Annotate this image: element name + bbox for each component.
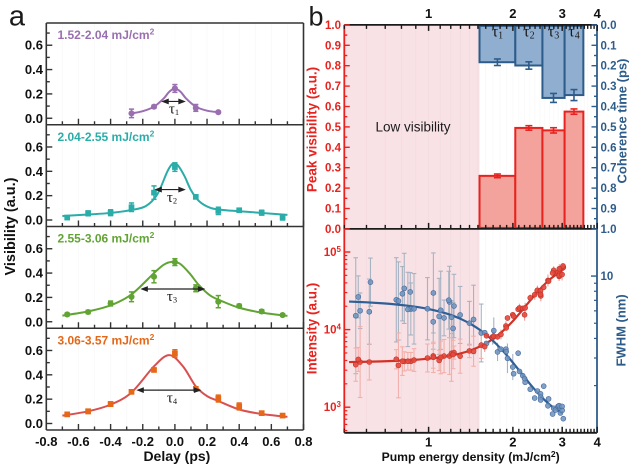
- svg-text:Low visibility: Low visibility: [375, 120, 450, 135]
- svg-text:0.4: 0.4: [25, 164, 44, 179]
- svg-text:3: 3: [559, 435, 566, 450]
- svg-text:0.7: 0.7: [325, 81, 341, 93]
- svg-text:2.04-2.55 mJ/cm2: 2.04-2.55 mJ/cm2: [58, 128, 155, 144]
- svg-text:0.1: 0.1: [601, 40, 618, 52]
- svg-text:-0.6: -0.6: [67, 434, 89, 449]
- svg-text:0.2: 0.2: [198, 434, 216, 449]
- svg-text:τ1: τ1: [492, 24, 503, 42]
- svg-text:a: a: [9, 1, 26, 33]
- svg-text:4: 4: [594, 6, 602, 21]
- svg-text:τ2: τ2: [523, 24, 534, 42]
- svg-text:1: 1: [425, 6, 432, 21]
- svg-text:0.4: 0.4: [25, 62, 44, 77]
- svg-text:Visibility (a.u.): Visibility (a.u.): [3, 177, 19, 275]
- svg-text:τ4: τ4: [167, 391, 178, 407]
- svg-text:3: 3: [559, 6, 566, 21]
- svg-text:0.7: 0.7: [601, 163, 617, 175]
- svg-text:Pump energy density (mJ/cm2): Pump energy density (mJ/cm2): [382, 449, 560, 464]
- svg-text:0.2: 0.2: [25, 188, 43, 203]
- svg-text:10: 10: [601, 271, 614, 283]
- svg-text:0.5: 0.5: [325, 122, 342, 134]
- svg-text:τ4: τ4: [568, 24, 579, 42]
- svg-text:2: 2: [509, 6, 516, 21]
- svg-text:-0.4: -0.4: [99, 434, 122, 449]
- svg-text:1.0: 1.0: [601, 224, 617, 236]
- svg-text:0.6: 0.6: [25, 343, 43, 358]
- svg-text:Intensity (a.u.): Intensity (a.u.): [305, 283, 320, 375]
- svg-text:0.0: 0.0: [601, 20, 617, 32]
- svg-text:Coherence time (ps): Coherence time (ps): [615, 59, 630, 184]
- svg-text:0.6: 0.6: [325, 102, 341, 114]
- svg-text:0.8: 0.8: [601, 183, 618, 195]
- svg-text:0.4: 0.4: [25, 367, 44, 382]
- svg-text:0.4: 0.4: [601, 102, 618, 114]
- svg-text:2.55-3.06 mJ/cm2: 2.55-3.06 mJ/cm2: [58, 230, 155, 246]
- svg-text:0.0: 0.0: [166, 434, 184, 449]
- svg-text:4: 4: [594, 435, 602, 450]
- svg-text:-0.2: -0.2: [132, 434, 154, 449]
- svg-text:0.8: 0.8: [294, 434, 312, 449]
- svg-text:0.0: 0.0: [25, 213, 43, 228]
- svg-text:0.6: 0.6: [601, 142, 617, 154]
- svg-text:0.6: 0.6: [262, 434, 280, 449]
- svg-text:3.06-3.57 mJ/cm2: 3.06-3.57 mJ/cm2: [58, 332, 155, 348]
- svg-text:Delay (ps): Delay (ps): [143, 448, 210, 464]
- svg-text:0.4: 0.4: [325, 142, 342, 154]
- svg-text:Peak visibility (a.u.): Peak visibility (a.u.): [305, 67, 320, 192]
- svg-text:0.0: 0.0: [325, 224, 341, 236]
- svg-text:2: 2: [509, 435, 516, 450]
- svg-text:0.6: 0.6: [25, 38, 43, 53]
- svg-text:τ2: τ2: [167, 190, 177, 206]
- svg-text:0.4: 0.4: [25, 266, 44, 281]
- svg-text:-0.8: -0.8: [35, 434, 57, 449]
- svg-text:0.8: 0.8: [325, 61, 342, 73]
- svg-text:τ3: τ3: [167, 289, 177, 305]
- svg-text:0.6: 0.6: [25, 139, 43, 154]
- svg-text:1: 1: [425, 435, 432, 450]
- svg-text:0.2: 0.2: [601, 61, 617, 73]
- svg-text:0.9: 0.9: [601, 204, 617, 216]
- svg-text:0.2: 0.2: [325, 183, 341, 195]
- svg-text:1.52-2.04 mJ/cm2: 1.52-2.04 mJ/cm2: [58, 27, 155, 43]
- svg-text:0.5: 0.5: [601, 122, 618, 134]
- svg-text:0.4: 0.4: [230, 434, 249, 449]
- svg-text:0.3: 0.3: [325, 163, 341, 175]
- svg-text:0.3: 0.3: [601, 81, 617, 93]
- svg-text:b: b: [308, 2, 323, 32]
- svg-text:τ1: τ1: [169, 102, 179, 118]
- svg-text:0.0: 0.0: [25, 111, 43, 126]
- svg-text:FWHM (nm): FWHM (nm): [614, 294, 629, 366]
- svg-text:τ3: τ3: [548, 24, 559, 42]
- svg-text:0.9: 0.9: [325, 40, 341, 52]
- svg-text:0.2: 0.2: [25, 290, 43, 305]
- svg-text:0.0: 0.0: [25, 416, 43, 431]
- svg-text:0.2: 0.2: [25, 392, 43, 407]
- svg-text:1.0: 1.0: [325, 20, 341, 32]
- svg-text:0.0: 0.0: [25, 314, 43, 329]
- svg-text:0.2: 0.2: [25, 86, 43, 101]
- svg-text:0.1: 0.1: [325, 204, 342, 216]
- svg-text:0.6: 0.6: [25, 241, 43, 256]
